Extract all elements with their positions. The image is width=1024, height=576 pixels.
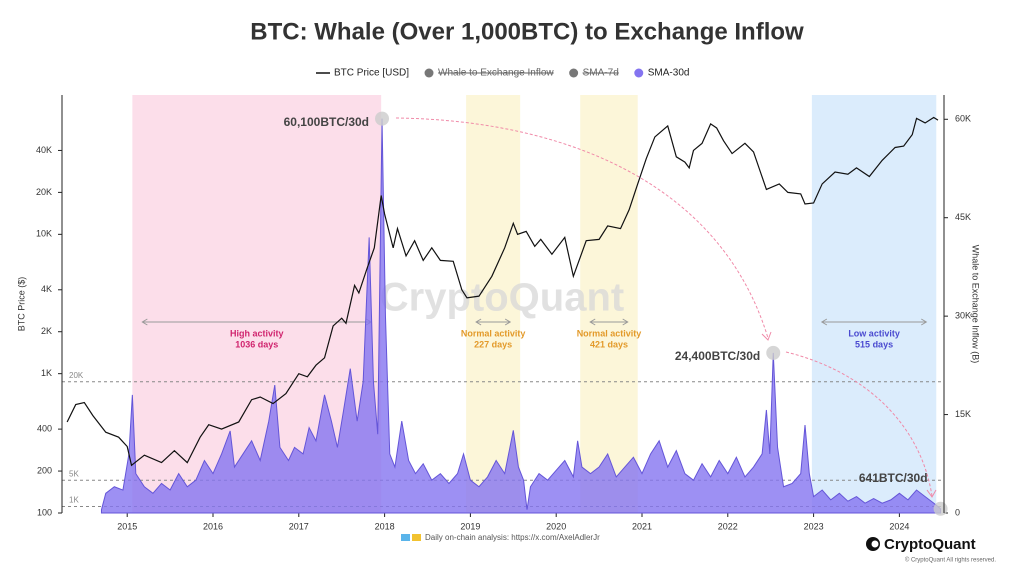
- y-tick-label: 2K: [41, 326, 52, 336]
- footer-text: Daily on-chain analysis: https://x.com/A…: [425, 533, 600, 542]
- x-tick-label: 2020: [546, 521, 566, 531]
- legend-marker: [569, 68, 579, 78]
- y2-axis-title: Whale to Exchange Inflow (B): [971, 245, 981, 364]
- region-label: Normal activity: [577, 328, 642, 338]
- legend-marker: [634, 68, 644, 78]
- y2-tick-label: 45K: [955, 212, 971, 222]
- legend-label: SMA-30d: [648, 68, 690, 79]
- chart-title: BTC: Whale (Over 1,000BTC) to Exchange I…: [250, 18, 804, 45]
- x-tick-label: 2023: [804, 521, 824, 531]
- value-label: 641BTC/30d: [859, 471, 928, 485]
- copyright: © CryptoQuant All rights reserved.: [905, 557, 996, 564]
- y-tick-label: 1K: [41, 368, 52, 378]
- reference-label: 20K: [69, 371, 84, 380]
- x-tick-label: 2016: [203, 521, 223, 531]
- region-days: 227 days: [474, 339, 512, 349]
- legend-marker: [424, 68, 434, 78]
- footer-icon: [412, 534, 421, 541]
- y-tick-label: 10K: [36, 229, 52, 239]
- x-tick-label: 2021: [632, 521, 652, 531]
- arrow-head: [589, 318, 629, 326]
- footer-icon: [401, 534, 410, 541]
- watermark: CryptoQuant: [380, 276, 624, 320]
- callout-arrow: [395, 117, 769, 339]
- arrow-head: [820, 318, 928, 326]
- arrow-head: [926, 489, 937, 498]
- x-tick-label: 2017: [289, 521, 309, 531]
- region-label: Normal activity: [461, 328, 526, 338]
- inflow-area: [100, 118, 942, 514]
- highlight-point: [933, 501, 948, 516]
- y2-tick-label: 0: [955, 507, 960, 517]
- region: [580, 95, 638, 513]
- x-tick-label: 2018: [375, 521, 395, 531]
- highlight-point: [766, 345, 781, 360]
- y2-tick-label: 60K: [955, 114, 971, 124]
- x-tick-label: 2015: [117, 521, 137, 531]
- y2-tick-label: 30K: [955, 311, 971, 321]
- arrow-head: [761, 331, 772, 341]
- y-tick-label: 200: [37, 465, 52, 475]
- y-tick-label: 400: [37, 423, 52, 433]
- region-label: High activity: [230, 328, 284, 338]
- brand: CryptoQuant: [884, 536, 976, 553]
- value-label: 60,100BTC/30d: [284, 115, 369, 129]
- y2-tick-label: 15K: [955, 409, 971, 419]
- plot: 100 200 400 1K 2K 4K 10K 20K 40K 0 15K 30K 45K 60K 201…: [36, 111, 971, 531]
- region-days: 421 days: [590, 339, 628, 349]
- region-days: 1036 days: [235, 339, 278, 349]
- arrow-head: [475, 318, 512, 326]
- region-days: 515 days: [855, 339, 893, 349]
- y-tick-label: 100: [37, 507, 52, 517]
- x-tick-label: 2024: [889, 521, 909, 531]
- legend: BTC Price [USD] Whale to Exchange Inflow S…: [316, 68, 689, 79]
- reference-label: 1K: [69, 496, 79, 505]
- y-axis-title: BTC Price ($): [16, 277, 26, 332]
- x-tick-label: 2019: [460, 521, 480, 531]
- region: [811, 95, 937, 513]
- y-tick-label: 20K: [36, 187, 52, 197]
- x-tick-label: 2022: [718, 521, 738, 531]
- price-line: [66, 116, 939, 467]
- legend-label: BTC Price [USD]: [334, 68, 409, 79]
- value-label: 24,400BTC/30d: [675, 349, 760, 363]
- y-tick-label: 4K: [41, 284, 52, 294]
- region-label: Low activity: [848, 328, 900, 338]
- logo-icon: [871, 540, 879, 548]
- highlight-point: [375, 111, 390, 126]
- reference-label: 5K: [69, 469, 79, 478]
- y-tick-label: 40K: [36, 145, 52, 155]
